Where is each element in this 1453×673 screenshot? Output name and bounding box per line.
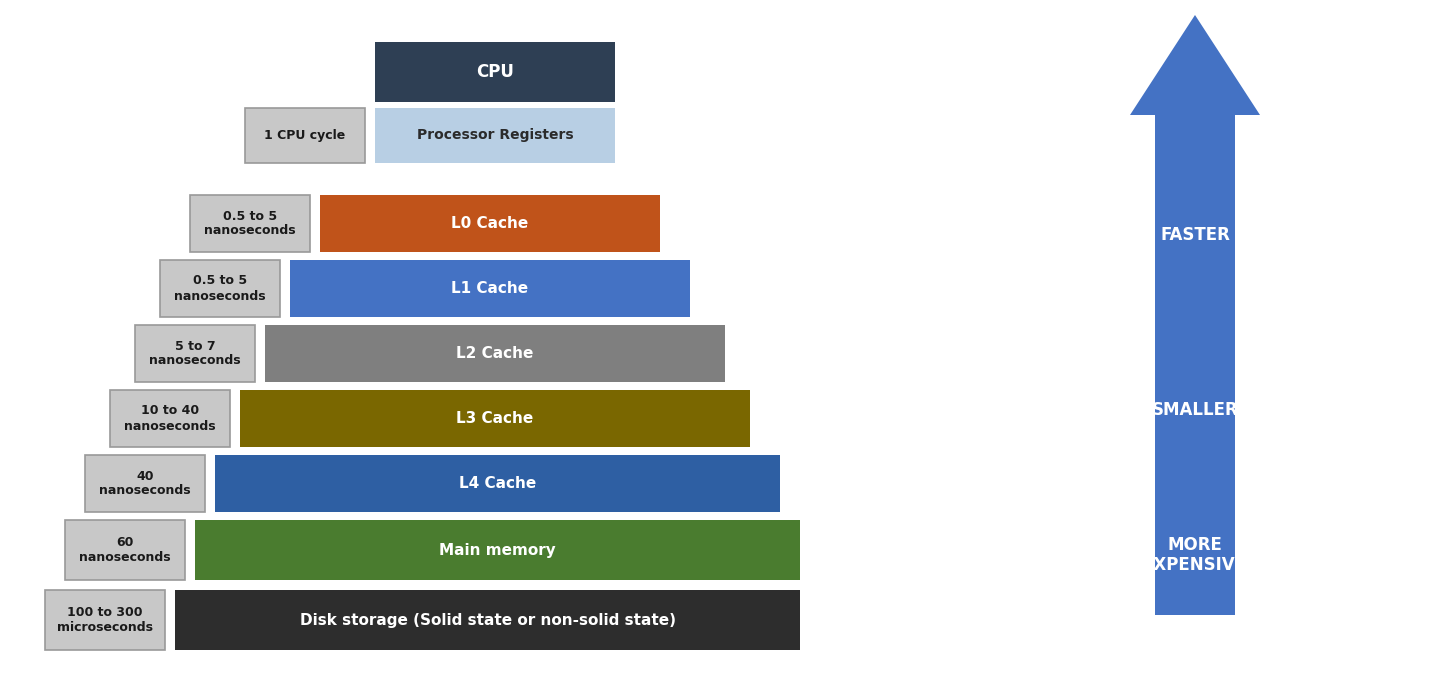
- Text: L4 Cache: L4 Cache: [459, 476, 536, 491]
- Text: 1 CPU cycle: 1 CPU cycle: [264, 129, 346, 142]
- Bar: [375, 42, 615, 102]
- Text: 0.5 to 5
nanoseconds: 0.5 to 5 nanoseconds: [174, 275, 266, 302]
- Text: 60
nanoseconds: 60 nanoseconds: [78, 536, 171, 564]
- Text: 100 to 300
microseconds: 100 to 300 microseconds: [57, 606, 153, 634]
- Bar: [135, 325, 254, 382]
- Bar: [291, 260, 690, 317]
- Text: L2 Cache: L2 Cache: [456, 346, 533, 361]
- Text: Disk storage (Solid state or non-solid state): Disk storage (Solid state or non-solid s…: [299, 612, 676, 627]
- Text: FASTER: FASTER: [1159, 226, 1229, 244]
- Bar: [246, 108, 365, 163]
- Bar: [84, 455, 205, 512]
- Polygon shape: [1130, 15, 1260, 615]
- Text: 40
nanoseconds: 40 nanoseconds: [99, 470, 190, 497]
- Bar: [45, 590, 166, 650]
- Bar: [174, 590, 801, 650]
- Bar: [215, 455, 780, 512]
- Bar: [375, 108, 615, 163]
- Text: 0.5 to 5
nanoseconds: 0.5 to 5 nanoseconds: [205, 209, 296, 238]
- Text: 5 to 7
nanoseconds: 5 to 7 nanoseconds: [150, 339, 241, 367]
- Text: Main memory: Main memory: [439, 542, 556, 557]
- Bar: [110, 390, 230, 447]
- Bar: [65, 520, 185, 580]
- Bar: [160, 260, 280, 317]
- Text: Processor Registers: Processor Registers: [417, 129, 574, 143]
- Bar: [264, 325, 725, 382]
- Text: SMALLER: SMALLER: [1152, 401, 1238, 419]
- Bar: [195, 520, 801, 580]
- Text: L0 Cache: L0 Cache: [452, 216, 529, 231]
- Text: 10 to 40
nanoseconds: 10 to 40 nanoseconds: [124, 404, 216, 433]
- Bar: [320, 195, 660, 252]
- Text: L1 Cache: L1 Cache: [452, 281, 529, 296]
- Text: MORE
EXPENSIVE: MORE EXPENSIVE: [1144, 536, 1247, 574]
- Text: CPU: CPU: [477, 63, 514, 81]
- Bar: [240, 390, 750, 447]
- Bar: [190, 195, 309, 252]
- Text: L3 Cache: L3 Cache: [456, 411, 533, 426]
